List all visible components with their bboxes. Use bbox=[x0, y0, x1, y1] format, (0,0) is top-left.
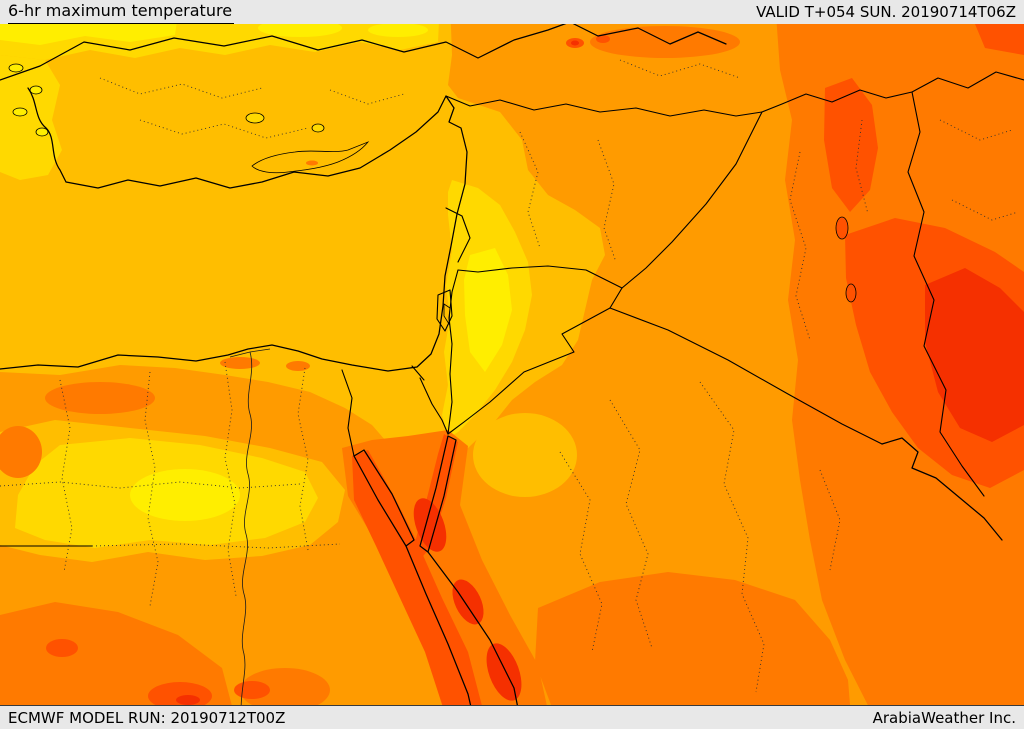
admin-line bbox=[699, 381, 765, 693]
iraq-saudi-border bbox=[609, 307, 883, 445]
cyprus-island bbox=[251, 141, 370, 174]
admin-line bbox=[939, 119, 1013, 141]
dead-sea bbox=[443, 303, 451, 326]
suez-canal bbox=[341, 369, 355, 457]
bright-egypt-core bbox=[130, 469, 240, 521]
admin-line bbox=[329, 89, 405, 105]
admin-line bbox=[951, 199, 1019, 221]
aegean-island bbox=[8, 63, 24, 73]
mediterranean-coast bbox=[0, 87, 468, 372]
admin-line bbox=[99, 77, 263, 99]
red-sea-east-coast bbox=[427, 551, 523, 729]
iran-iraq-border bbox=[907, 91, 985, 497]
west-bank-outline bbox=[436, 289, 453, 332]
admin-line bbox=[59, 379, 73, 573]
rorange-spot bbox=[46, 639, 78, 657]
aegean-island bbox=[12, 107, 28, 117]
jordan-syria-border bbox=[457, 265, 623, 289]
islands-and-lakes bbox=[8, 63, 857, 326]
deep-egypt-west bbox=[0, 426, 42, 478]
rorange-spot bbox=[234, 681, 270, 699]
gaza-line bbox=[411, 365, 425, 381]
black-sea-coast bbox=[0, 21, 727, 81]
bright-spot bbox=[368, 23, 428, 37]
lebanon-border bbox=[445, 207, 471, 263]
amber-region-nw-saudi bbox=[473, 413, 577, 497]
branding-label: ArabiaWeather Inc. bbox=[872, 708, 1016, 727]
red-far-east bbox=[925, 268, 1024, 442]
cyprus-warm-spot bbox=[306, 160, 318, 166]
red-spot-egypt bbox=[176, 695, 200, 705]
yellow-aegean bbox=[0, 55, 62, 180]
admin-line bbox=[855, 119, 869, 215]
egypt-israel-border bbox=[419, 377, 449, 435]
admin-line bbox=[609, 399, 653, 649]
admin-line bbox=[519, 131, 541, 249]
deep-delta-spot bbox=[286, 361, 310, 371]
admin-line bbox=[789, 151, 811, 341]
turkey-lake bbox=[245, 112, 265, 124]
admin-line bbox=[91, 543, 341, 549]
deep-delta-spot bbox=[220, 357, 260, 369]
bright-jordan-core bbox=[464, 248, 512, 372]
iraq-lake bbox=[845, 283, 857, 303]
valid-time-label: VALID T+054 SUN. 20190714T06Z bbox=[756, 3, 1016, 21]
aegean-island bbox=[29, 85, 43, 95]
rorange-north-iraq bbox=[824, 78, 878, 212]
iraq-lake bbox=[835, 216, 849, 240]
nile-river bbox=[240, 351, 253, 729]
red-sea-spot bbox=[452, 579, 484, 625]
nile-delta-branch bbox=[249, 348, 271, 353]
turkey-lake bbox=[311, 123, 325, 133]
syria-iraq-border bbox=[621, 111, 763, 289]
admin-boundaries bbox=[0, 59, 1019, 693]
rorange-spot-syria bbox=[596, 35, 610, 43]
map-title: 6-hr maximum temperature bbox=[8, 0, 235, 24]
jordan-valley-border bbox=[447, 269, 459, 435]
nile-delta-branch bbox=[229, 351, 251, 358]
country-borders bbox=[0, 71, 1024, 547]
deep-egypt-north bbox=[45, 382, 155, 414]
jordan-iraq-border bbox=[609, 287, 623, 309]
admin-line bbox=[144, 371, 159, 607]
aegean-island bbox=[35, 127, 49, 137]
rivers bbox=[229, 348, 271, 729]
deep-egypt-south-spot bbox=[240, 668, 330, 712]
footer-bar: ECMWF MODEL RUN: 20190712T00Z ArabiaWeat… bbox=[0, 705, 1024, 729]
gulf-of-suez-coast bbox=[353, 449, 415, 547]
red-spot-syria bbox=[571, 40, 579, 46]
deep-saudi-south bbox=[535, 572, 852, 729]
header-bar: 6-hr maximum temperature VALID T+054 SUN… bbox=[0, 0, 1024, 24]
admin-line bbox=[224, 361, 237, 597]
jordan-saudi-border bbox=[447, 307, 611, 435]
model-run-label: ECMWF MODEL RUN: 20190712T00Z bbox=[8, 708, 286, 727]
persian-gulf-coast bbox=[881, 437, 1003, 541]
